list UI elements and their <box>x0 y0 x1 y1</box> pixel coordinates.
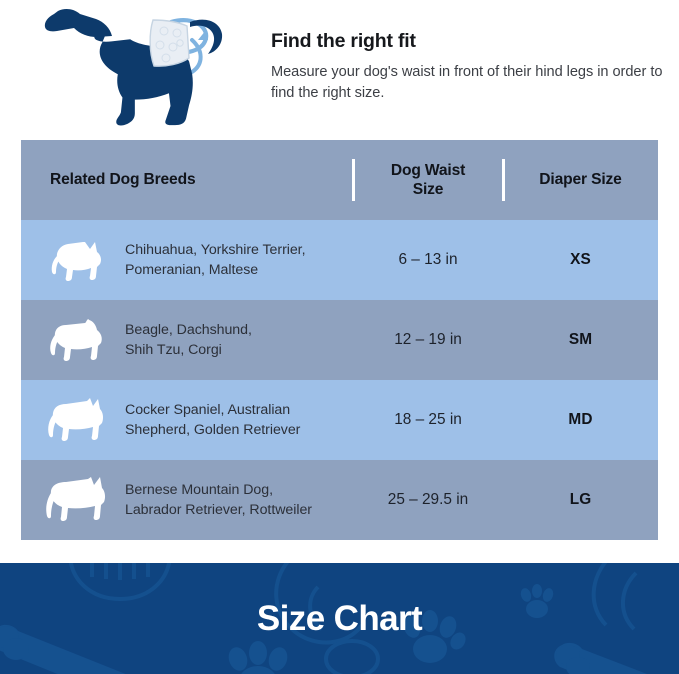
breed-line2: Shepherd, Golden Retriever <box>125 422 301 438</box>
table-row: Beagle, Dachshund, Shih Tzu, Corgi 12 – … <box>21 300 658 380</box>
cell-breeds: Bernese Mountain Dog, Labrador Retriever… <box>21 460 353 540</box>
intro-block: Find the right fit Measure your dog's wa… <box>271 30 666 105</box>
waist-value: 18 – 25 in <box>394 411 462 428</box>
table-row: Chihuahua, Yorkshire Terrier, Pomeranian… <box>21 220 658 300</box>
cell-breeds: Chihuahua, Yorkshire Terrier, Pomeranian… <box>21 220 353 300</box>
small-dog-icon <box>51 242 101 281</box>
banner-watermark-pattern <box>0 563 647 674</box>
table-header-row: Related Dog Breeds Dog Waist Size Diaper… <box>21 140 658 220</box>
breed-line1: Cocker Spaniel, Australian <box>125 401 291 418</box>
header-section: Find the right fit Measure your dog's wa… <box>0 0 679 140</box>
size-chart-table: Related Dog Breeds Dog Waist Size Diaper… <box>21 140 658 540</box>
cell-waist-size: 18 – 25 in <box>353 380 503 460</box>
size-chart-banner: Size Chart <box>0 563 679 674</box>
breed-line1: Bernese Mountain Dog, <box>125 481 274 498</box>
breed-line1: Beagle, Dachshund, <box>125 321 252 338</box>
intro-description: Measure your dog's waist in front of the… <box>271 64 663 102</box>
breed-line1: Chihuahua, Yorkshire Terrier, <box>125 241 306 258</box>
waist-value: 12 – 19 in <box>394 331 462 348</box>
breed-line2: Labrador Retriever, Rottweiler <box>125 502 312 518</box>
header-cell-diaper: Diaper Size <box>503 140 658 220</box>
table-row: Cocker Spaniel, Australian Shepherd, Gol… <box>21 380 658 460</box>
dog-with-diaper-illustration <box>44 9 223 126</box>
cell-diaper-size: SM <box>503 300 658 380</box>
cell-diaper-size: LG <box>503 460 658 540</box>
medium-small-dog-icon <box>50 319 102 361</box>
diaper-value: LG <box>569 491 592 508</box>
diaper-value: XS <box>570 251 591 268</box>
cell-breeds: Cocker Spaniel, Australian Shepherd, Gol… <box>21 380 353 460</box>
large-dog-icon <box>46 477 106 521</box>
cell-waist-size: 6 – 13 in <box>353 220 503 300</box>
table-row: Bernese Mountain Dog, Labrador Retriever… <box>21 460 658 540</box>
header-label-waist-line1: Dog Waist <box>390 161 466 179</box>
waist-value: 25 – 29.5 in <box>387 491 469 508</box>
breed-line2: Shih Tzu, Corgi <box>125 342 222 358</box>
header-divider-left <box>352 159 355 201</box>
header-label-waist-line2: Size <box>412 181 444 198</box>
cell-diaper-size: XS <box>503 220 658 300</box>
cell-waist-size: 12 – 19 in <box>353 300 503 380</box>
cell-diaper-size: MD <box>503 380 658 460</box>
cell-breeds: Beagle, Dachshund, Shih Tzu, Corgi <box>21 300 353 380</box>
breed-line2: Pomeranian, Maltese <box>125 262 259 278</box>
header-cell-breeds: Related Dog Breeds <box>21 140 353 220</box>
medium-dog-icon <box>48 398 104 441</box>
header-label-diaper: Diaper Size <box>539 171 622 189</box>
banner-title: Size Chart <box>256 598 423 638</box>
cell-waist-size: 25 – 29.5 in <box>353 460 503 540</box>
waist-value: 6 – 13 in <box>398 251 458 268</box>
header-label-breeds: Related Dog Breeds <box>50 171 196 189</box>
header-divider-right <box>502 159 505 201</box>
diaper-value: SM <box>568 331 593 348</box>
diaper-value: MD <box>568 411 593 428</box>
header-cell-waist: Dog Waist Size <box>353 140 503 220</box>
intro-title: Find the right fit <box>271 30 416 52</box>
